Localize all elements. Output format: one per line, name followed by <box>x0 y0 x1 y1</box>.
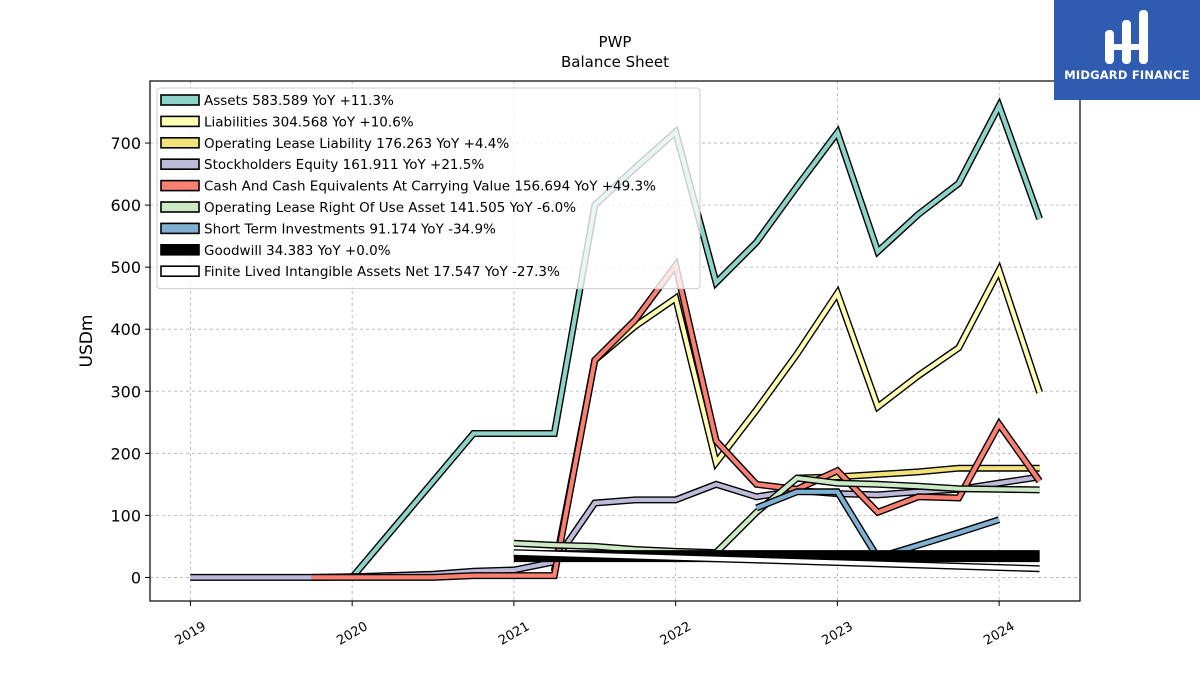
y-axis-label: USDm <box>77 315 97 368</box>
series-line <box>513 475 1040 555</box>
legend-swatch <box>160 137 200 149</box>
y-tick-label: 300 <box>110 382 141 401</box>
legend-swatch <box>160 265 200 278</box>
series-line <box>755 489 1000 561</box>
series-outline <box>550 261 1043 572</box>
y-tick-label: 400 <box>110 320 141 339</box>
legend: Assets 583.589 YoY +11.3% Liabilities 304… <box>156 87 701 290</box>
midgard-logo-icon <box>1105 10 1148 64</box>
chart-title: PWP <box>599 33 632 51</box>
legend-swatch <box>160 201 200 213</box>
legend-box <box>156 87 701 290</box>
y-tick-label: 600 <box>110 196 141 215</box>
x-tick-label: 2024 <box>981 619 1017 649</box>
x-tick-label: 2023 <box>820 619 856 649</box>
x-tick-label: 2020 <box>334 619 370 649</box>
legend-swatch <box>160 115 200 128</box>
legend-swatch <box>160 222 200 235</box>
chart-subtitle: Balance Sheet <box>561 53 669 71</box>
legend-entry: Operating Lease Liability 176.263 YoY +4… <box>204 136 509 152</box>
legend-entry: Cash And Cash Equivalents At Carrying Va… <box>204 179 656 195</box>
series-line <box>513 550 1040 571</box>
legend-swatch <box>160 244 200 256</box>
brand-name: MIDGARD FINANCE <box>1064 68 1190 82</box>
series-outline <box>755 488 1001 562</box>
plot-frame <box>149 80 1081 602</box>
legend-entry: Operating Lease Right Of Use Asset 141.5… <box>204 200 576 216</box>
legend-swatch <box>160 179 200 192</box>
series-line <box>350 100 1042 579</box>
y-tick-label: 700 <box>110 134 141 153</box>
series-line <box>552 264 1042 572</box>
y-tick-label: 100 <box>110 506 141 525</box>
series-line <box>796 466 1040 481</box>
x-tick-label: 2021 <box>496 619 532 649</box>
series-line <box>311 260 1042 580</box>
x-tick-label: 2019 <box>173 619 209 649</box>
legend-entry: Finite Lived Intangible Assets Net 17.54… <box>204 264 560 280</box>
legend-entry: Assets 583.589 YoY +11.3% <box>204 93 394 109</box>
y-tick-label: 500 <box>110 258 141 277</box>
legend-entry: Goodwill 34.383 YoY +0.0% <box>204 243 391 259</box>
y-tick-label: 200 <box>110 444 141 463</box>
legend-swatch <box>160 94 200 106</box>
legend-entry: Stockholders Equity 161.911 YoY +21.5% <box>204 157 484 173</box>
legend-entry: Liabilities 304.568 YoY +10.6% <box>204 114 414 130</box>
legend-entry: Short Term Investments 91.174 YoY -34.9% <box>204 221 496 237</box>
series-lines <box>190 97 1043 581</box>
legend-swatch <box>160 158 200 170</box>
x-tick-label: 2022 <box>658 619 694 649</box>
y-tick-label: 0 <box>131 568 141 587</box>
brand-logo: MIDGARD FINANCE <box>1054 0 1200 100</box>
